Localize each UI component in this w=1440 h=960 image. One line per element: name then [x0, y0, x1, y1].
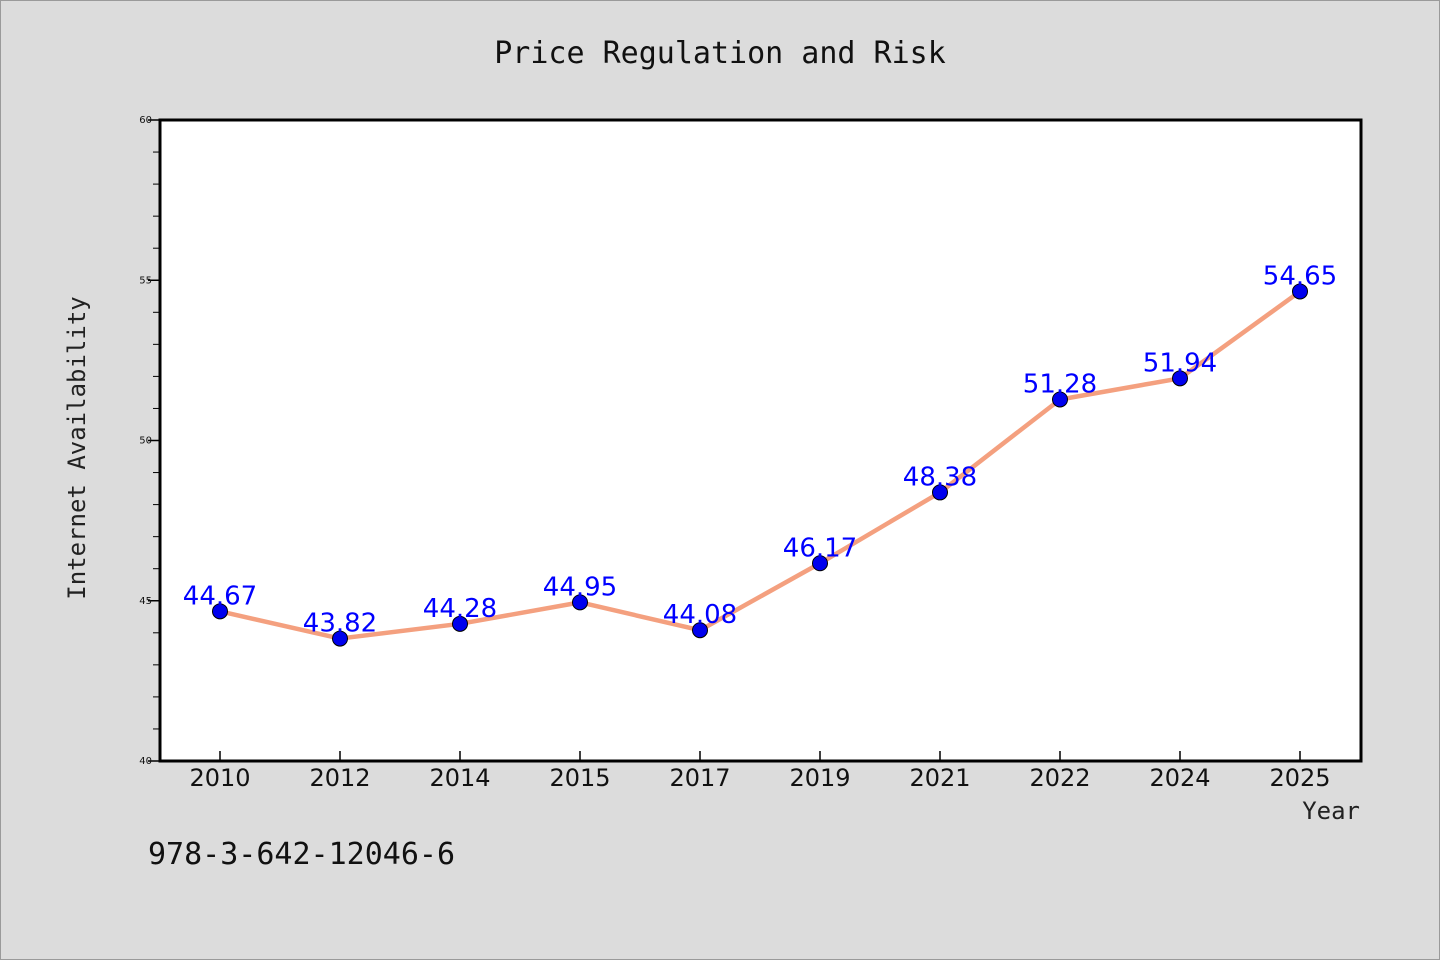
data-point — [812, 555, 828, 572]
x-tick-label: 2022 — [1029, 764, 1090, 792]
isbn-footer: 978-3-642-12046-6 — [148, 837, 455, 872]
plot-area — [160, 120, 1361, 761]
x-axis: 2010 2012 2014 2015 2017 2019 2021 2022 2024 2025 — [189, 751, 1331, 792]
data-label: 51.94 — [1143, 348, 1217, 378]
data-label: 46.17 — [783, 533, 857, 563]
data-point — [212, 603, 228, 620]
data-label: 44.67 — [183, 581, 257, 611]
data-label: 51.28 — [1023, 369, 1097, 399]
x-axis-title: Year — [1302, 797, 1360, 825]
series-markers — [212, 283, 1308, 647]
plot-border — [158, 118, 1363, 763]
data-point — [1292, 283, 1308, 300]
y-axis: 40 45 50 55 60 — [139, 115, 160, 767]
data-label: 44.28 — [423, 594, 497, 624]
series-line — [217, 289, 1303, 641]
data-labels: 44.67 43.82 44.28 44.95 44.08 46.17 48.38 51.28… — [183, 261, 1337, 638]
data-label: 44.95 — [543, 572, 617, 602]
y-tick-label: 55 — [139, 275, 152, 286]
data-label: 44.08 — [663, 600, 737, 630]
x-tick-label: 2012 — [309, 764, 370, 792]
x-tick-label: 2017 — [669, 764, 730, 792]
data-point — [1172, 370, 1188, 387]
data-point — [932, 484, 948, 501]
x-tick-label: 2014 — [429, 764, 490, 792]
series-line-group — [217, 289, 1303, 641]
y-axis-title: Internet Availability — [63, 296, 91, 599]
x-tick-label: 2024 — [1149, 764, 1210, 792]
y-tick-label: 60 — [139, 115, 152, 126]
data-point — [1052, 391, 1068, 408]
x-tick-label: 2015 — [549, 764, 610, 792]
data-label: 48.38 — [903, 462, 977, 492]
x-tick-label: 2019 — [789, 764, 850, 792]
y-tick-label: 45 — [139, 596, 152, 607]
y-tick-label: 50 — [139, 436, 152, 447]
x-tick-label: 2021 — [909, 764, 970, 792]
data-point — [692, 622, 708, 639]
data-point — [332, 630, 348, 647]
y-tick-label: 40 — [139, 756, 152, 767]
data-label: 43.82 — [303, 609, 377, 639]
x-tick-label: 2025 — [1269, 764, 1330, 792]
data-point — [452, 615, 468, 632]
x-tick-label: 2010 — [189, 764, 250, 792]
data-point — [572, 594, 588, 611]
data-label: 54.65 — [1263, 261, 1337, 291]
chart-title: Price Regulation and Risk — [494, 36, 946, 71]
